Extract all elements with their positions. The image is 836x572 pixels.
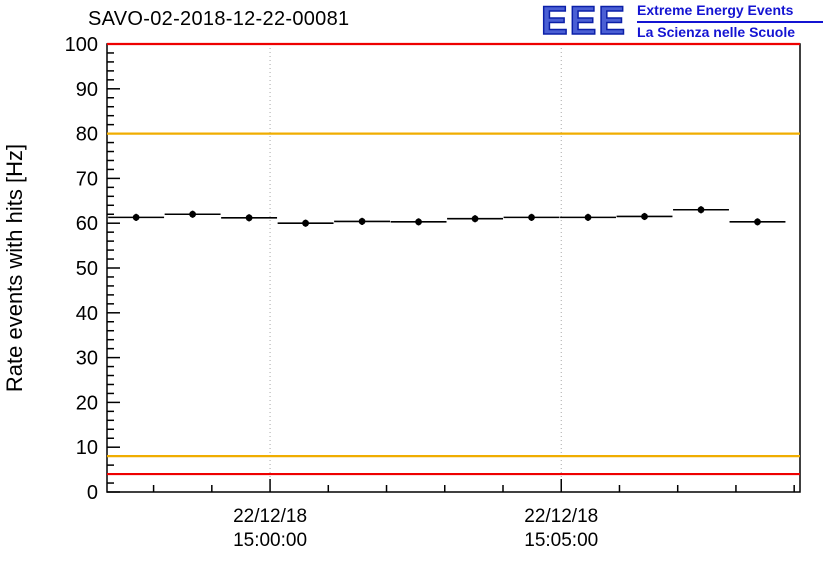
x-tick-date: 22/12/18 — [524, 506, 598, 527]
data-point — [415, 218, 422, 226]
data-point — [754, 218, 761, 226]
eee-logo-line1: Extreme Energy Events — [637, 2, 794, 18]
svg-text:100: 100 — [65, 34, 98, 56]
x-tick-date: 22/12/18 — [233, 506, 307, 527]
data-point — [641, 213, 648, 220]
x-axis: 22/12/18 15:00:00 22/12/18 15:05:00 — [152, 479, 795, 551]
svg-text:20: 20 — [76, 392, 98, 414]
svg-text:Rate events with hits [Hz]: Rate events with hits [Hz] — [2, 144, 27, 392]
chart-title: SAVO-02-2018-12-22-00081 — [88, 8, 350, 30]
x-tick-time: 15:00:00 — [233, 530, 307, 551]
eee-logo: EEE Extreme Energy Events La Scienza nel… — [540, 0, 824, 43]
plot-frame — [106, 43, 801, 493]
eee-logo-divider — [637, 20, 824, 23]
data-point — [189, 210, 197, 218]
svg-text:50: 50 — [76, 258, 98, 280]
y-axis-title: Rate events with hits [Hz] — [2, 144, 27, 392]
threshold-lines — [107, 42, 800, 476]
data-point — [528, 213, 535, 221]
data-point — [132, 213, 140, 221]
svg-text:70: 70 — [76, 168, 98, 190]
data-point — [245, 214, 253, 222]
svg-text:90: 90 — [76, 79, 98, 101]
svg-text:30: 30 — [76, 348, 98, 370]
data-point — [302, 219, 309, 227]
data-point — [697, 206, 705, 214]
y-axis: 0 10 20 30 40 50 60 70 80 90 100 — [65, 34, 120, 504]
data-point — [358, 218, 366, 225]
svg-text:10: 10 — [76, 437, 98, 459]
svg-text:40: 40 — [76, 303, 98, 325]
data-series — [108, 206, 786, 227]
data-point — [471, 215, 479, 223]
grid-lines — [269, 44, 562, 492]
data-point — [584, 213, 592, 221]
svg-text:0: 0 — [87, 482, 98, 504]
eee-logo-acronym: EEE — [540, 0, 628, 43]
svg-text:60: 60 — [76, 213, 98, 235]
svg-text:80: 80 — [76, 124, 98, 146]
eee-logo-line2: La Scienza nelle Scuole — [637, 23, 795, 40]
eee-logo-text: Extreme Energy Events La Scienza nelle S… — [637, 2, 824, 41]
x-tick-time: 15:05:00 — [524, 530, 598, 551]
